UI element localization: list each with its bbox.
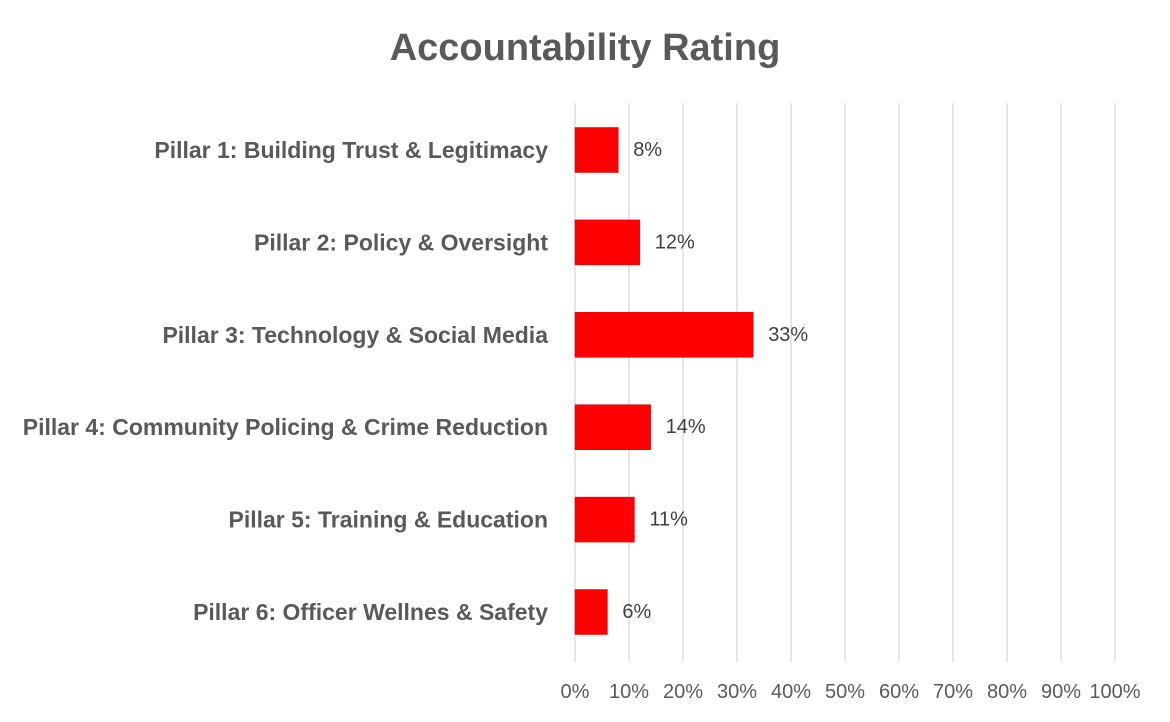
category-label: Pillar 6: Officer Wellnes & Safety	[193, 599, 548, 625]
x-tick-label: 50%	[825, 681, 865, 703]
data-labels: 8% 12% 33% 14% 11% 6%	[622, 139, 808, 623]
data-label: 33%	[768, 324, 808, 346]
x-axis-tick-labels: 0% 10% 20% 30% 40% 50% 60% 70% 80% 90% 100%	[561, 681, 1141, 703]
bar	[574, 589, 608, 635]
data-label: 14%	[666, 416, 706, 438]
x-tick-label: 60%	[879, 681, 919, 703]
x-tick-label: 40%	[771, 681, 811, 703]
chart-title: Accountability Rating	[390, 27, 781, 69]
gridlines	[574, 103, 1116, 662]
x-tick-label: 90%	[1041, 681, 1081, 703]
data-label: 8%	[633, 139, 662, 161]
bar	[574, 219, 641, 266]
x-tick-label: 30%	[717, 681, 757, 703]
data-label: 11%	[649, 509, 688, 531]
category-label: Pillar 3: Technology & Social Media	[162, 322, 548, 348]
x-tick-label: 80%	[987, 681, 1027, 703]
category-labels: Pillar 1: Building Trust & Legitimacy Pil…	[23, 137, 549, 625]
x-tick-label: 0%	[561, 681, 590, 703]
bar	[574, 496, 635, 543]
data-label: 12%	[655, 231, 695, 253]
data-label: 6%	[622, 601, 651, 623]
bar	[574, 127, 619, 173]
category-label: Pillar 2: Policy & Oversight	[254, 229, 548, 255]
category-label: Pillar 1: Building Trust & Legitimacy	[154, 137, 548, 163]
x-tick-label: 20%	[663, 681, 703, 703]
x-tick-label: 70%	[933, 681, 973, 703]
category-label: Pillar 5: Training & Education	[229, 507, 549, 533]
bar	[574, 312, 754, 358]
bar	[574, 404, 651, 450]
x-tick-label: 10%	[609, 681, 649, 703]
x-tick-label: 100%	[1089, 681, 1140, 703]
category-label: Pillar 4: Community Policing & Crime Red…	[23, 414, 548, 440]
bars	[574, 127, 754, 635]
